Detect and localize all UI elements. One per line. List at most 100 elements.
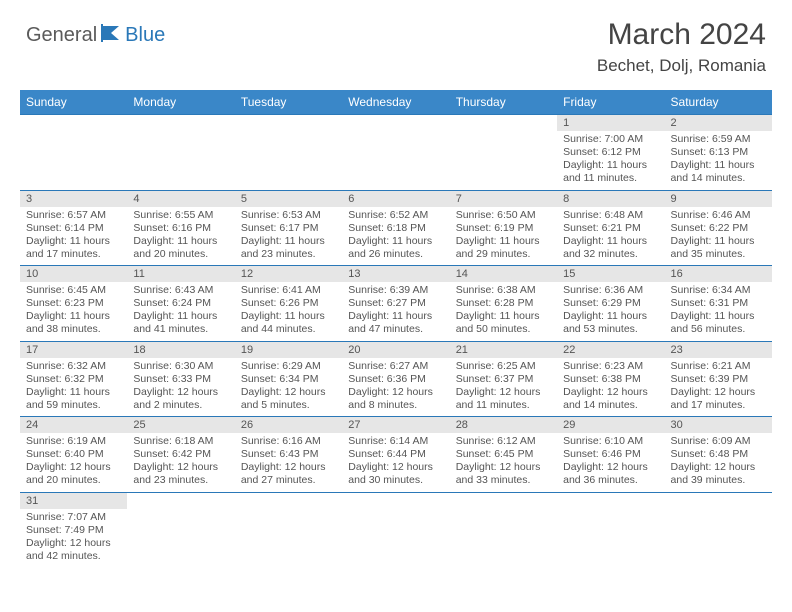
- sunset-text: Sunset: 6:13 PM: [671, 146, 766, 159]
- day-info-cell: [450, 131, 557, 190]
- sunrise-text: Sunrise: 6:45 AM: [26, 284, 121, 297]
- location-label: Bechet, Dolj, Romania: [597, 56, 766, 76]
- day-number-cell: 7: [450, 190, 557, 207]
- day-number-cell: 23: [665, 341, 772, 358]
- day-number-cell: [557, 492, 664, 509]
- day-info-row: Sunrise: 6:19 AMSunset: 6:40 PMDaylight:…: [20, 433, 772, 492]
- day-info-cell: [127, 509, 234, 568]
- sunset-text: Sunset: 6:31 PM: [671, 297, 766, 310]
- day-info-cell: Sunrise: 6:21 AMSunset: 6:39 PMDaylight:…: [665, 358, 772, 417]
- day-number-cell: [235, 492, 342, 509]
- day-number-cell: [235, 115, 342, 132]
- sunrise-text: Sunrise: 6:32 AM: [26, 360, 121, 373]
- daylight-text: Daylight: 11 hours and 44 minutes.: [241, 310, 336, 336]
- daylight-text: Daylight: 12 hours and 17 minutes.: [671, 386, 766, 412]
- sunset-text: Sunset: 7:49 PM: [26, 524, 121, 537]
- weekday-header-row: Sunday Monday Tuesday Wednesday Thursday…: [20, 90, 772, 115]
- daylight-text: Daylight: 11 hours and 20 minutes.: [133, 235, 228, 261]
- day-info-cell: Sunrise: 6:50 AMSunset: 6:19 PMDaylight:…: [450, 207, 557, 266]
- day-info-cell: Sunrise: 6:38 AMSunset: 6:28 PMDaylight:…: [450, 282, 557, 341]
- sunrise-text: Sunrise: 6:09 AM: [671, 435, 766, 448]
- sunset-text: Sunset: 6:33 PM: [133, 373, 228, 386]
- day-info-cell: [557, 509, 664, 568]
- day-number-cell: [342, 492, 449, 509]
- sunrise-text: Sunrise: 6:55 AM: [133, 209, 228, 222]
- daylight-text: Daylight: 11 hours and 26 minutes.: [348, 235, 443, 261]
- day-number-cell: 16: [665, 266, 772, 283]
- day-number-cell: 28: [450, 417, 557, 434]
- sunrise-text: Sunrise: 6:36 AM: [563, 284, 658, 297]
- sunset-text: Sunset: 6:42 PM: [133, 448, 228, 461]
- sunset-text: Sunset: 6:34 PM: [241, 373, 336, 386]
- day-number-cell: 31: [20, 492, 127, 509]
- weekday-header: Tuesday: [235, 90, 342, 115]
- day-number-cell: [450, 492, 557, 509]
- day-number-cell: 26: [235, 417, 342, 434]
- sunrise-text: Sunrise: 6:48 AM: [563, 209, 658, 222]
- weekday-header: Saturday: [665, 90, 772, 115]
- sunrise-text: Sunrise: 6:46 AM: [671, 209, 766, 222]
- day-info-cell: Sunrise: 6:27 AMSunset: 6:36 PMDaylight:…: [342, 358, 449, 417]
- day-info-cell: Sunrise: 6:18 AMSunset: 6:42 PMDaylight:…: [127, 433, 234, 492]
- daylight-text: Daylight: 11 hours and 11 minutes.: [563, 159, 658, 185]
- sunrise-text: Sunrise: 6:43 AM: [133, 284, 228, 297]
- day-info-cell: Sunrise: 6:36 AMSunset: 6:29 PMDaylight:…: [557, 282, 664, 341]
- day-number-cell: 2: [665, 115, 772, 132]
- day-info-cell: Sunrise: 6:32 AMSunset: 6:32 PMDaylight:…: [20, 358, 127, 417]
- day-number-cell: 20: [342, 341, 449, 358]
- sunset-text: Sunset: 6:37 PM: [456, 373, 551, 386]
- daylight-text: Daylight: 11 hours and 59 minutes.: [26, 386, 121, 412]
- sunset-text: Sunset: 6:32 PM: [26, 373, 121, 386]
- day-number-row: 10111213141516: [20, 266, 772, 283]
- daylight-text: Daylight: 11 hours and 32 minutes.: [563, 235, 658, 261]
- day-info-cell: [342, 131, 449, 190]
- daylight-text: Daylight: 12 hours and 36 minutes.: [563, 461, 658, 487]
- daylight-text: Daylight: 12 hours and 14 minutes.: [563, 386, 658, 412]
- day-number-cell: [665, 492, 772, 509]
- sunrise-text: Sunrise: 6:19 AM: [26, 435, 121, 448]
- day-number-cell: 12: [235, 266, 342, 283]
- day-info-cell: Sunrise: 6:59 AMSunset: 6:13 PMDaylight:…: [665, 131, 772, 190]
- daylight-text: Daylight: 11 hours and 23 minutes.: [241, 235, 336, 261]
- weekday-header: Friday: [557, 90, 664, 115]
- day-info-cell: Sunrise: 6:48 AMSunset: 6:21 PMDaylight:…: [557, 207, 664, 266]
- daylight-text: Daylight: 11 hours and 17 minutes.: [26, 235, 121, 261]
- day-info-cell: Sunrise: 6:19 AMSunset: 6:40 PMDaylight:…: [20, 433, 127, 492]
- sunrise-text: Sunrise: 7:07 AM: [26, 511, 121, 524]
- day-info-cell: [342, 509, 449, 568]
- day-info-cell: [450, 509, 557, 568]
- day-number-row: 3456789: [20, 190, 772, 207]
- weekday-header: Sunday: [20, 90, 127, 115]
- day-number-cell: [127, 115, 234, 132]
- day-number-cell: 17: [20, 341, 127, 358]
- sunset-text: Sunset: 6:45 PM: [456, 448, 551, 461]
- sunrise-text: Sunrise: 6:41 AM: [241, 284, 336, 297]
- sunset-text: Sunset: 6:29 PM: [563, 297, 658, 310]
- daylight-text: Daylight: 12 hours and 2 minutes.: [133, 386, 228, 412]
- sunrise-text: Sunrise: 6:21 AM: [671, 360, 766, 373]
- sunrise-text: Sunrise: 6:10 AM: [563, 435, 658, 448]
- daylight-text: Daylight: 12 hours and 23 minutes.: [133, 461, 228, 487]
- calendar-table: Sunday Monday Tuesday Wednesday Thursday…: [20, 90, 772, 567]
- day-info-cell: Sunrise: 7:07 AMSunset: 7:49 PMDaylight:…: [20, 509, 127, 568]
- weekday-header: Wednesday: [342, 90, 449, 115]
- sunset-text: Sunset: 6:27 PM: [348, 297, 443, 310]
- brand-part1: General: [26, 24, 97, 47]
- sunset-text: Sunset: 6:48 PM: [671, 448, 766, 461]
- day-info-cell: Sunrise: 6:10 AMSunset: 6:46 PMDaylight:…: [557, 433, 664, 492]
- sunrise-text: Sunrise: 6:14 AM: [348, 435, 443, 448]
- sunset-text: Sunset: 6:16 PM: [133, 222, 228, 235]
- day-number-cell: [127, 492, 234, 509]
- day-info-cell: Sunrise: 6:30 AMSunset: 6:33 PMDaylight:…: [127, 358, 234, 417]
- daylight-text: Daylight: 11 hours and 50 minutes.: [456, 310, 551, 336]
- day-info-cell: Sunrise: 6:46 AMSunset: 6:22 PMDaylight:…: [665, 207, 772, 266]
- sunset-text: Sunset: 6:19 PM: [456, 222, 551, 235]
- sunrise-text: Sunrise: 6:34 AM: [671, 284, 766, 297]
- day-number-row: 24252627282930: [20, 417, 772, 434]
- daylight-text: Daylight: 11 hours and 41 minutes.: [133, 310, 228, 336]
- day-number-row: 31: [20, 492, 772, 509]
- daylight-text: Daylight: 11 hours and 56 minutes.: [671, 310, 766, 336]
- day-info-cell: [665, 509, 772, 568]
- daylight-text: Daylight: 12 hours and 30 minutes.: [348, 461, 443, 487]
- day-info-cell: [235, 509, 342, 568]
